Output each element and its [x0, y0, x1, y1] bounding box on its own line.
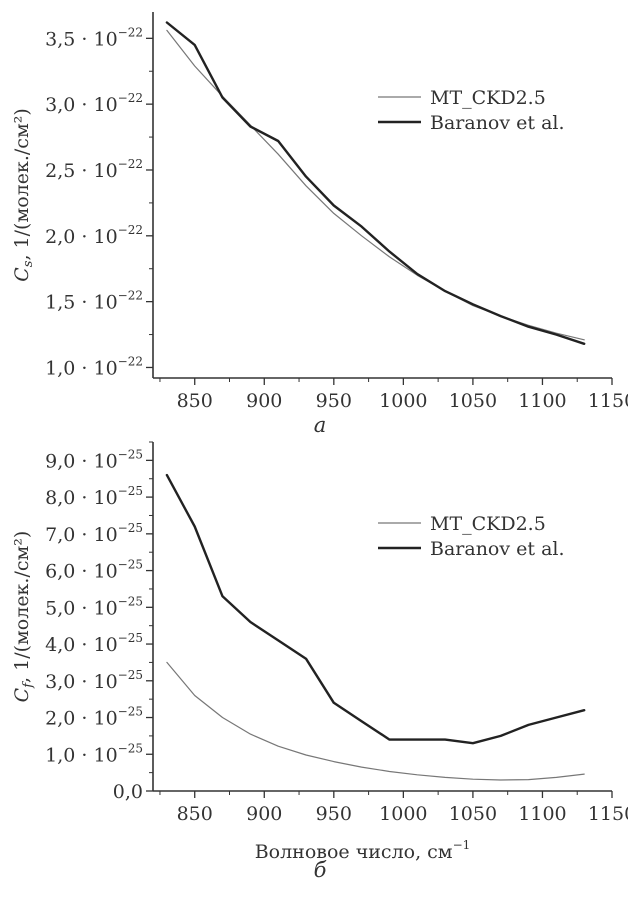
y-axis-label: Cf, 1/(молек./см²)	[11, 531, 36, 703]
x-tick-label: 1050	[449, 803, 497, 825]
y-tick-label: 1,5 · 10−22	[45, 289, 143, 314]
series-line-mt-ckd	[167, 30, 584, 339]
x-tick-label: 900	[246, 803, 282, 825]
y-axis-label: Cs, 1/(молек./см²)	[11, 108, 36, 282]
y-tick-label: 0,0	[113, 781, 143, 803]
x-tick-label: 950	[316, 390, 352, 412]
x-axis-label: Волновое число, см−1	[255, 838, 471, 863]
x-tick-label: 900	[246, 390, 282, 412]
panel-label: а	[314, 413, 327, 437]
x-tick-label: 1100	[518, 803, 566, 825]
y-tick-label: 7,0 · 10−25	[45, 521, 143, 546]
legend-label: Baranov et al.	[430, 112, 565, 134]
y-tick-label: 9,0 · 10−25	[45, 447, 143, 472]
x-tick-label: 1100	[518, 390, 566, 412]
panel-label: б	[314, 858, 327, 882]
y-tick-label: 1,0 · 10−25	[45, 741, 143, 766]
series-line-baranov	[167, 23, 584, 344]
legend-label: Baranov et al.	[430, 538, 565, 560]
x-tick-label: 1000	[379, 390, 427, 412]
legend-label: MT_CKD2.5	[430, 513, 546, 535]
y-tick-label: 5,0 · 10−25	[45, 594, 143, 619]
x-tick-label: 1050	[449, 390, 497, 412]
y-tick-label: 2,5 · 10−22	[45, 157, 143, 182]
legend: MT_CKD2.5 Baranov et al.	[378, 87, 565, 134]
legend: MT_CKD2.5 Baranov et al.	[378, 513, 565, 560]
y-tick-label: 6,0 · 10−25	[45, 558, 143, 583]
x-tick-label: 950	[316, 803, 352, 825]
y-tick-label: 8,0 · 10−25	[45, 484, 143, 509]
y-tick-label: 2,0 · 10−22	[45, 223, 143, 248]
x-tick-label: 850	[177, 803, 213, 825]
y-tick-label: 4,0 · 10−25	[45, 631, 143, 656]
legend-label: MT_CKD2.5	[430, 87, 546, 109]
x-tick-label: 1000	[379, 803, 427, 825]
y-tick-label: 2,0 · 10−25	[45, 705, 143, 730]
series-line-mt-ckd	[167, 662, 584, 780]
y-tick-label: 3,5 · 10−22	[45, 25, 143, 50]
x-tick-label: 850	[177, 390, 213, 412]
y-tick-label: 3,0 · 10−22	[45, 91, 143, 116]
y-tick-label: 3,0 · 10−25	[45, 668, 143, 693]
y-tick-label: 1,0 · 10−22	[45, 354, 143, 379]
